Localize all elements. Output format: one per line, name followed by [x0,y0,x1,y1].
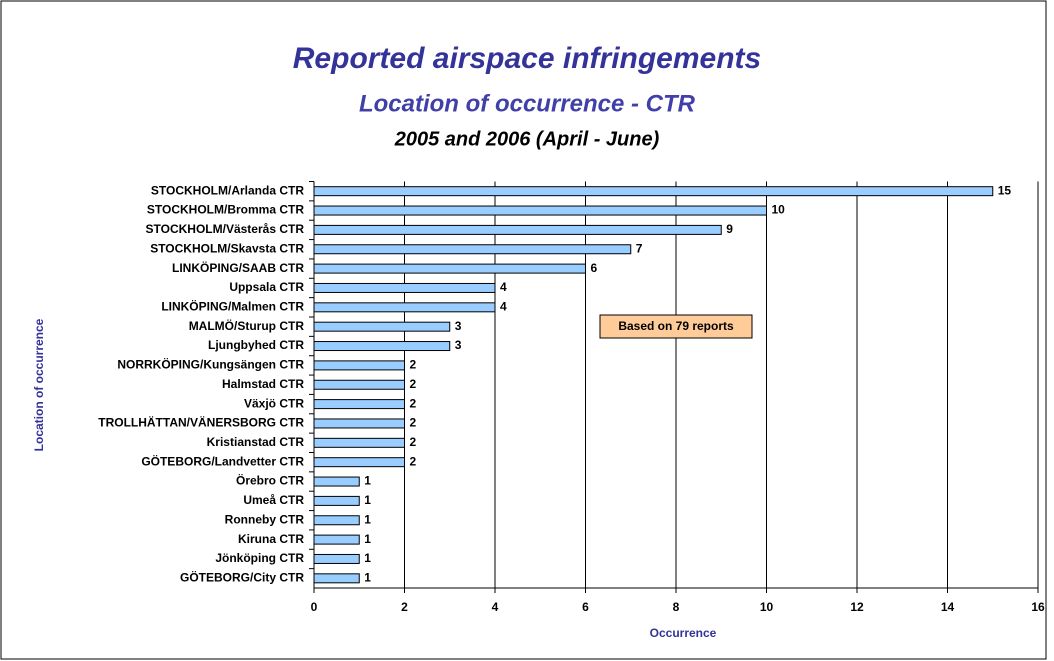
data-label: 4 [500,299,507,313]
data-label: 3 [455,319,462,333]
x-tick-label: 4 [492,600,499,614]
annotation: Based on 79 reports [618,319,734,333]
bar [313,534,360,545]
data-label: 1 [364,532,371,546]
bar [313,321,451,332]
bar [313,360,405,371]
y-tick-label: Kristianstad CTR [207,435,305,449]
bar [313,437,405,448]
data-label: 2 [410,435,417,449]
bar [313,399,405,410]
data-label: 1 [364,551,371,565]
data-label: 10 [772,203,786,217]
x-tick-label: 12 [850,600,864,614]
x-tick-label: 14 [941,600,955,614]
x-tick-label: 6 [582,600,589,614]
chart-period: 2005 and 2006 (April - June) [394,128,660,150]
y-tick-label: Ljungbyhed CTR [208,338,304,352]
y-axis-label: Location of occurrence [32,318,46,451]
y-tick-label: STOCKHOLM/Västerås CTR [146,222,305,236]
data-label: 3 [455,338,462,352]
bar [313,495,360,506]
y-tick-label: Halmstad CTR [222,377,304,391]
bar [313,302,496,313]
annotation-box [599,314,753,339]
y-tick-label: Örebro CTR [236,473,304,488]
bar [313,341,451,352]
y-tick-label: Uppsala CTR [229,280,304,294]
bar [313,205,767,216]
y-tick-label: GÖTEBORG/City CTR [180,569,304,584]
y-tick-label: STOCKHOLM/Skavsta CTR [150,241,304,255]
x-tick-label: 2 [401,600,408,614]
bar [313,476,360,487]
data-label: 4 [500,280,507,294]
data-label: 2 [410,416,417,430]
y-tick-label: Jönköping CTR [215,551,304,565]
data-label: 1 [364,474,371,488]
bar [313,418,405,429]
y-tick-label: STOCKHOLM/Arlanda CTR [151,183,304,197]
x-tick-label: 10 [760,600,774,614]
y-tick-label: Växjö CTR [244,396,304,410]
data-label: 7 [636,241,643,255]
data-label: 1 [364,512,371,526]
data-label: 6 [591,261,598,275]
data-label: 2 [410,358,417,372]
y-tick-label: NORRKÖPING/Kungsängen CTR [117,357,304,372]
x-axis-label: Occurrence [650,626,717,640]
data-label: 1 [364,570,371,584]
bar [313,515,360,526]
bar [313,263,586,274]
bar [313,379,405,390]
data-label: 2 [410,454,417,468]
bar [313,282,496,293]
chart-subtitle: Location of occurrence - CTR [359,90,696,117]
data-label: 9 [726,222,733,236]
x-tick-label: 16 [1031,600,1045,614]
bar [313,224,722,235]
data-label: 15 [998,183,1012,197]
y-tick-label: LINKÖPING/Malmen CTR [161,298,304,313]
data-label: 2 [410,396,417,410]
y-tick-label: GÖTEBORG/Landvetter CTR [141,453,304,468]
bar [313,573,360,584]
chart-title: Reported airspace infringements [293,42,761,75]
bar [313,457,405,468]
bar [313,186,994,197]
bar [313,553,360,564]
y-tick-label: LINKÖPING/SAAB CTR [172,260,304,275]
x-tick-label: 0 [311,600,318,614]
y-tick-label: Ronneby CTR [225,512,305,526]
y-tick-label: TROLLHÄTTAN/VÄNERSBORG CTR [98,415,304,430]
y-tick-label: STOCKHOLM/Bromma CTR [147,203,304,217]
bar [313,244,632,255]
data-label: 1 [364,493,371,507]
data-label: 2 [410,377,417,391]
y-tick-label: MALMÖ/Sturup CTR [189,318,305,333]
y-tick-label: Kiruna CTR [238,532,304,546]
y-tick-label: Umeå CTR [243,493,304,507]
x-tick-label: 8 [673,600,680,614]
